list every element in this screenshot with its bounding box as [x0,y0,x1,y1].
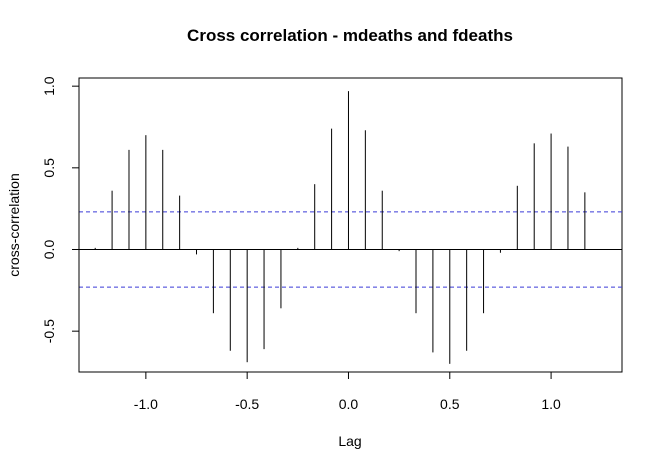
x-tick-label: 0.0 [339,396,359,412]
y-tick-label: 1.0 [41,76,57,96]
y-axis-label: cross-correlation [6,173,22,276]
y-tick-label: 0.0 [41,240,57,260]
x-tick-label: 0.5 [440,396,460,412]
x-tick-label: 1.0 [541,396,561,412]
x-tick-label: -1.0 [134,396,158,412]
y-tick-label: 0.5 [41,158,57,178]
bars-layer [94,91,586,364]
x-axis: -1.0 -0.5 0.0 0.5 1.0 [134,371,561,412]
y-tick-label: -0.5 [41,319,57,343]
chart-title: Cross correlation - mdeaths and fdeaths [187,26,513,45]
x-tick-label: -0.5 [235,396,259,412]
plot-frame [78,77,623,373]
x-axis-label: Lag [338,433,361,449]
y-axis: -0.5 0.0 0.5 1.0 [41,76,80,343]
